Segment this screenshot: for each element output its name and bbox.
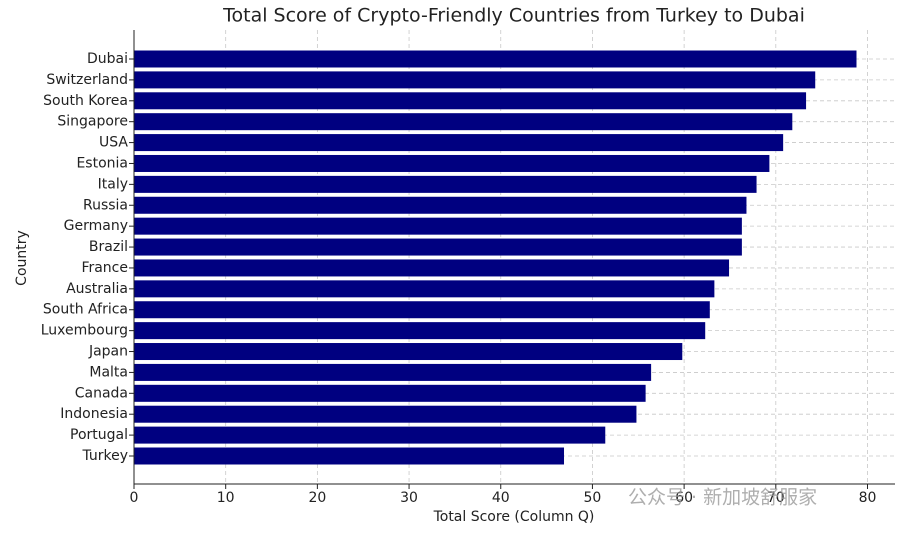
x-tick-label: 70 — [767, 490, 785, 506]
y-tick-label: Singapore — [57, 114, 128, 130]
bar — [134, 322, 706, 340]
x-axis-label: Total Score (Column Q) — [433, 509, 595, 525]
bar — [134, 71, 816, 89]
y-tick-label: Estonia — [76, 155, 128, 171]
y-tick-label: Canada — [75, 385, 128, 401]
bar — [134, 238, 742, 256]
bar — [134, 426, 606, 444]
y-tick-label: Dubai — [87, 51, 128, 67]
chart-title: Total Score of Crypto-Friendly Countries… — [222, 5, 805, 27]
bar — [134, 384, 646, 402]
bar — [134, 343, 683, 361]
y-tick-label: Portugal — [70, 427, 128, 443]
y-axis-label: Country — [14, 230, 30, 286]
bar — [134, 301, 710, 319]
bar — [134, 113, 793, 131]
bar — [134, 447, 565, 465]
y-tick-label: Russia — [83, 197, 128, 213]
bar — [134, 134, 784, 152]
y-tick-label: France — [81, 260, 128, 276]
x-tick-label: 80 — [859, 490, 877, 506]
y-tick-label: South Africa — [43, 302, 128, 318]
y-tick-label: South Korea — [43, 93, 128, 109]
x-tick-label: 60 — [675, 490, 693, 506]
bar — [134, 196, 747, 214]
bar — [134, 217, 742, 235]
x-tick-label: 20 — [308, 490, 326, 506]
y-tick-label: Turkey — [81, 448, 128, 464]
y-tick-label: Malta — [89, 364, 128, 380]
y-tick-label: USA — [99, 135, 128, 151]
y-tick-label: Australia — [66, 281, 128, 297]
y-tick-label: Luxembourg — [41, 323, 128, 339]
x-tick-label: 50 — [584, 490, 602, 506]
watermark: 公众号 · 新加坡舒服家 — [628, 487, 817, 509]
x-tick-label: 10 — [217, 490, 235, 506]
y-tick-label: Switzerland — [46, 72, 128, 88]
bar — [134, 280, 715, 298]
bar — [134, 363, 652, 381]
y-tick-label: Italy — [98, 176, 128, 192]
bar — [134, 175, 757, 193]
bar — [134, 154, 770, 172]
y-tick-label: Japan — [88, 344, 128, 360]
y-tick-label: Brazil — [89, 239, 128, 255]
y-tick-label: Germany — [64, 218, 128, 234]
bar — [134, 92, 807, 110]
bar — [134, 50, 857, 68]
x-tick-label: 30 — [400, 490, 418, 506]
x-tick-label: 40 — [492, 490, 510, 506]
x-tick-label: 0 — [130, 490, 139, 506]
y-tick-label: Indonesia — [60, 406, 128, 422]
bar — [134, 259, 730, 277]
bar — [134, 405, 637, 423]
